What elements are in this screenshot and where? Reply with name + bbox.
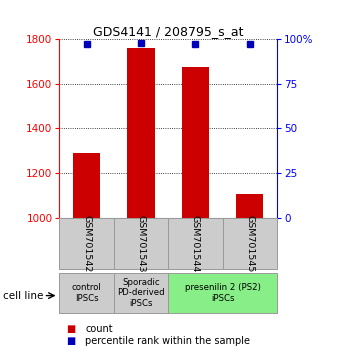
- Text: presenilin 2 (PS2)
iPSCs: presenilin 2 (PS2) iPSCs: [185, 283, 261, 303]
- Bar: [73, 153, 100, 218]
- Text: cell line: cell line: [3, 291, 44, 301]
- Text: Sporadic
PD-derived
iPSCs: Sporadic PD-derived iPSCs: [117, 278, 165, 308]
- Bar: [59, 218, 114, 269]
- Text: GSM701542: GSM701542: [82, 215, 91, 272]
- Text: percentile rank within the sample: percentile rank within the sample: [85, 336, 250, 346]
- Bar: [168, 273, 277, 313]
- Bar: [128, 48, 155, 218]
- Bar: [168, 218, 223, 269]
- Bar: [223, 218, 277, 269]
- Bar: [59, 273, 114, 313]
- Text: GSM701543: GSM701543: [137, 215, 146, 272]
- Text: GSM701545: GSM701545: [245, 215, 254, 272]
- Bar: [114, 218, 168, 269]
- Text: control
IPSCs: control IPSCs: [72, 283, 102, 303]
- Title: GDS4141 / 208795_s_at: GDS4141 / 208795_s_at: [93, 25, 243, 38]
- Bar: [236, 194, 264, 218]
- Text: ■: ■: [66, 324, 75, 333]
- Bar: [114, 273, 168, 313]
- Text: count: count: [85, 324, 113, 333]
- Bar: [182, 67, 209, 218]
- Text: ■: ■: [66, 336, 75, 346]
- Text: GSM701544: GSM701544: [191, 215, 200, 272]
